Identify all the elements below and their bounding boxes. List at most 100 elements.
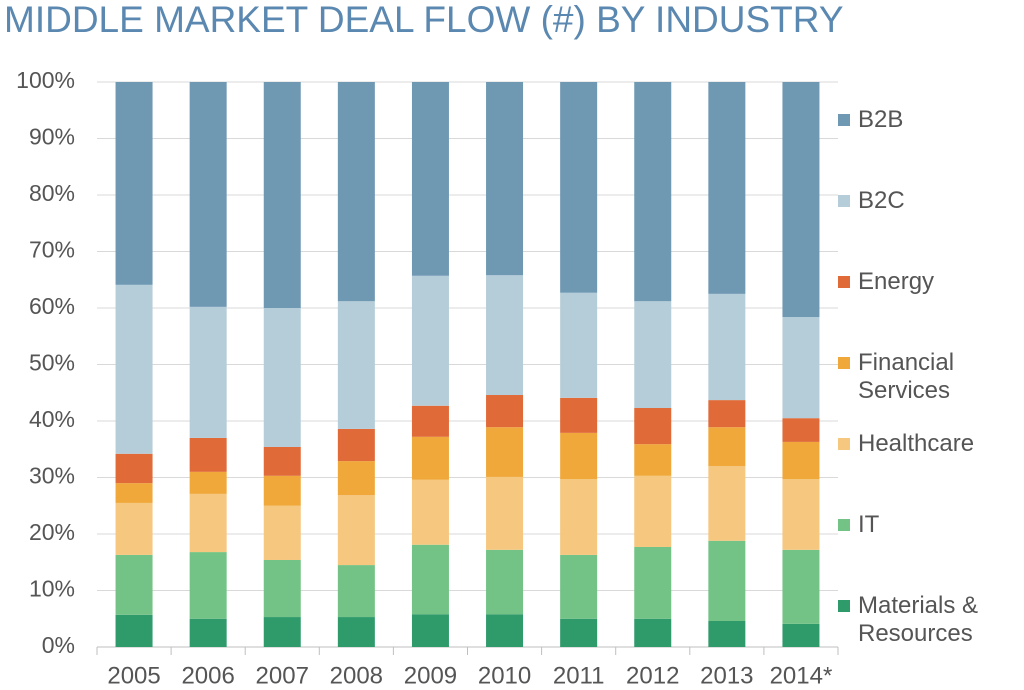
bar-segment xyxy=(337,82,375,302)
bar-segment xyxy=(782,549,820,624)
bar-segment xyxy=(708,400,746,428)
bar-segment xyxy=(782,479,820,550)
bar-segment xyxy=(560,618,598,647)
bar-segment xyxy=(411,82,449,276)
legend-label: IT xyxy=(858,511,880,538)
x-tick-label: 2005 xyxy=(107,662,160,689)
y-tick-label: 0% xyxy=(42,632,75,658)
bar-segment xyxy=(486,614,524,647)
x-tick-label: 2010 xyxy=(478,662,531,689)
bar-segment xyxy=(115,614,153,647)
bar-segment xyxy=(634,408,672,445)
bar-segment xyxy=(411,544,449,615)
bar-segment xyxy=(189,493,227,553)
bar-segment xyxy=(560,432,598,480)
y-tick-label: 10% xyxy=(29,576,75,602)
bar-segment xyxy=(708,540,746,622)
bar-segment xyxy=(411,614,449,647)
bar-segment xyxy=(115,453,153,484)
legend-label: B2B xyxy=(858,106,904,133)
bar-segment xyxy=(263,308,301,447)
x-tick-label: 2012 xyxy=(626,662,679,689)
bar-segment xyxy=(337,565,375,618)
y-tick-label: 30% xyxy=(29,463,75,489)
legend-swatch xyxy=(838,600,850,612)
bar-segment xyxy=(115,554,153,615)
x-tick-label: 2009 xyxy=(404,662,457,689)
legend-swatch xyxy=(838,276,850,288)
legend-item: IT xyxy=(838,511,1018,539)
bar-segment xyxy=(708,621,746,647)
bar-segment xyxy=(486,549,524,615)
bar-segment xyxy=(782,623,820,647)
y-tick-label: 70% xyxy=(29,237,75,263)
legend-label: Healthcare xyxy=(858,430,975,457)
bar-segment xyxy=(337,461,375,496)
y-tick-label: 20% xyxy=(29,519,75,545)
bar-segment xyxy=(189,471,227,494)
bar-segment xyxy=(708,466,746,541)
bar-segment xyxy=(115,82,153,285)
bar-segment xyxy=(560,554,598,619)
bar-segment xyxy=(337,428,375,462)
bar-segment xyxy=(634,444,672,476)
legend-swatch xyxy=(838,438,850,450)
legend-item: Energy xyxy=(838,268,1018,296)
bar-segment xyxy=(486,395,524,428)
bar-segment xyxy=(263,82,301,308)
bar-segment xyxy=(560,479,598,555)
bar-segment xyxy=(263,505,301,560)
legend-swatch xyxy=(838,195,850,207)
bar-segment xyxy=(634,82,672,302)
bar-segment xyxy=(189,552,227,619)
bar-segment xyxy=(337,617,375,647)
bar-segment xyxy=(115,483,153,503)
bar-segment xyxy=(486,427,524,477)
legend-swatch xyxy=(838,114,850,126)
bar-segment xyxy=(263,617,301,647)
legend-label: Materials & Resources xyxy=(858,592,979,647)
legend-swatch xyxy=(838,357,850,369)
bar-segment xyxy=(782,441,820,480)
y-tick-label: 60% xyxy=(29,293,75,319)
legend-label: Financial Services xyxy=(858,349,955,404)
x-tick-label: 2014* xyxy=(770,662,833,689)
bar-segment xyxy=(263,475,301,506)
y-tick-label: 80% xyxy=(29,180,75,206)
bar-segment xyxy=(708,82,746,294)
bar-segment xyxy=(708,427,746,467)
bar-segment xyxy=(189,437,227,472)
bar-segment xyxy=(337,495,375,566)
legend-label: Energy xyxy=(858,268,935,295)
bar-segment xyxy=(486,476,524,550)
y-tick-label: 40% xyxy=(29,406,75,432)
bar-segment xyxy=(337,301,375,429)
bar-segment xyxy=(486,82,524,276)
y-tick-label: 90% xyxy=(29,124,75,150)
bar-segment xyxy=(560,397,598,433)
x-tick-label: 2007 xyxy=(256,662,309,689)
bar-segment xyxy=(189,82,227,307)
legend-item: Healthcare xyxy=(838,430,1018,458)
bar-segment xyxy=(411,275,449,406)
x-tick-label: 2011 xyxy=(553,662,605,689)
chart-title: MIDDLE MARKET DEAL FLOW (#) BY INDUSTRY xyxy=(4,0,844,40)
bar-segment xyxy=(560,82,598,293)
bar-segment xyxy=(634,475,672,547)
legend-item: B2B xyxy=(838,106,1018,134)
bar-segment xyxy=(115,502,153,555)
legend-item: Financial Services xyxy=(838,349,1018,405)
bar-segment xyxy=(708,293,746,401)
bar-segment xyxy=(634,618,672,647)
bar-segment xyxy=(263,559,301,618)
bar-segment xyxy=(263,446,301,476)
bar-segment xyxy=(782,82,820,318)
x-tick-label: 2006 xyxy=(181,662,234,689)
bar-segment xyxy=(782,317,820,419)
bar-segment xyxy=(634,301,672,409)
x-tick-label: 2013 xyxy=(700,662,753,689)
bar-segment xyxy=(115,284,153,454)
bar-segment xyxy=(189,306,227,438)
